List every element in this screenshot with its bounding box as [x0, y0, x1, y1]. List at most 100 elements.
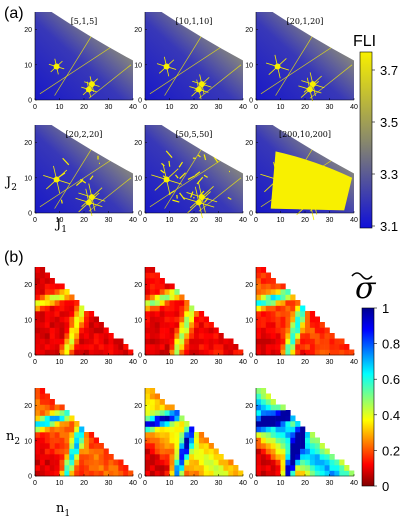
heatmap-cell	[290, 305, 296, 312]
heatmap-cell	[64, 443, 70, 449]
x-tick-label: 0	[33, 104, 37, 111]
heatmap-cell	[260, 410, 267, 416]
heatmap-cell	[194, 470, 200, 477]
heatmap-cell	[74, 448, 80, 455]
heatmap-cell	[93, 327, 99, 334]
heatmap-cell	[203, 443, 209, 449]
heatmap-cell	[69, 470, 75, 477]
heatmap-cell	[256, 327, 262, 334]
heatmap-cell	[256, 267, 262, 273]
heatmap-cell	[49, 316, 55, 323]
chaos-streak	[175, 174, 179, 179]
heatmap-cell	[324, 465, 330, 471]
heatmap-cell	[174, 349, 180, 356]
heatmap-cell	[64, 415, 70, 422]
heatmap-cell	[285, 454, 291, 460]
heatmap-cell	[64, 410, 70, 416]
spot-ray	[48, 63, 57, 67]
domain-mask	[272, 124, 356, 174]
heatmap-cell	[194, 437, 200, 444]
spot-ray	[91, 83, 100, 87]
heatmap-cell	[79, 426, 85, 433]
heatmap-cell	[98, 454, 104, 460]
heatmap-cell	[198, 448, 205, 455]
heatmap-cell	[280, 338, 286, 345]
heatmap-cell	[309, 454, 316, 460]
heatmap-cell	[265, 454, 271, 460]
heatmap-cell	[35, 388, 41, 394]
heatmap-cell	[154, 454, 160, 460]
domain-mask	[272, 11, 356, 61]
heatmap-cell	[59, 459, 65, 466]
x-tick-label: 30	[326, 359, 334, 366]
x-tick-label: 0	[254, 359, 258, 366]
heatmap-cell	[59, 432, 65, 438]
heatmap-cell	[98, 333, 104, 339]
heatmap-cell	[300, 311, 306, 317]
heatmap-cell	[179, 294, 185, 301]
heatmap-cell	[159, 465, 165, 471]
resonance-line	[198, 177, 242, 212]
heatmap-cell	[280, 448, 286, 455]
heatmap-cell	[39, 267, 46, 273]
fli-plot: [20,1,20] 0 10 20 30 40 20 10 0	[245, 11, 358, 111]
heatmap-cell	[49, 322, 55, 328]
heatmap-cell	[334, 459, 340, 466]
chaos-streak	[178, 161, 184, 168]
heatmap-cell	[300, 443, 306, 449]
heatmap-cell	[169, 470, 175, 477]
y-tick-label: 10	[134, 175, 142, 182]
heatmap-cell	[145, 289, 151, 295]
heatmap-cell	[44, 459, 50, 466]
heatmap-cell	[145, 316, 151, 323]
heatmap-cell	[309, 459, 316, 466]
heatmap-cell	[39, 432, 46, 438]
heatmap-cell	[300, 349, 306, 356]
heatmap-cell	[123, 465, 129, 471]
heatmap-cell	[265, 399, 271, 405]
heatmap-cell	[349, 470, 355, 477]
sigma-heatmap: 0 10 20 30 40 20 10 0	[134, 267, 247, 366]
heatmap-cell	[169, 283, 175, 290]
heatmap-cell	[319, 327, 325, 334]
heatmap-cell	[285, 459, 291, 466]
x-tick-label: 10	[166, 480, 174, 487]
chaos-streak	[172, 199, 180, 203]
spot-ray	[88, 202, 103, 207]
heatmap-cell	[339, 470, 345, 477]
heatmap-cell	[285, 322, 291, 328]
heatmap-cell	[300, 470, 306, 477]
heatmap-cell	[149, 421, 156, 427]
x-tick-label: 10	[56, 217, 64, 224]
heatmap-cell	[228, 459, 234, 466]
heatmap-cell	[35, 404, 41, 411]
heatmap-cell	[270, 421, 276, 427]
heatmap-cell	[84, 470, 90, 477]
heatmap-cell	[44, 399, 50, 405]
heatmap-cell	[88, 437, 95, 444]
heatmap-cell	[208, 465, 214, 471]
heatmap-cell	[256, 338, 262, 345]
x-tick-label: 30	[215, 480, 223, 487]
chaos-streak	[179, 172, 186, 180]
heatmap-cell	[149, 349, 156, 356]
heatmap-cell	[118, 338, 124, 345]
heatmap-cell	[194, 316, 200, 323]
heatmap-cell	[59, 349, 65, 356]
heatmap-cell	[154, 272, 160, 279]
spot-ray	[198, 89, 209, 93]
heatmap-cell	[265, 300, 271, 306]
heatmap-cell	[145, 322, 151, 328]
heatmap-cell	[174, 459, 180, 466]
heatmap-cell	[35, 393, 41, 400]
heatmap-cell	[93, 322, 99, 328]
heatmap-cell	[49, 426, 55, 433]
spot-ray	[201, 197, 206, 213]
colorbar-tick-label: 3.5	[380, 115, 398, 130]
heatmap-cell	[305, 432, 311, 438]
heatmap-cell	[213, 459, 219, 466]
heatmap-cell	[184, 426, 190, 433]
heatmap-cell	[49, 327, 55, 334]
heatmap-cell	[290, 443, 296, 449]
chaos-streak	[58, 172, 66, 178]
